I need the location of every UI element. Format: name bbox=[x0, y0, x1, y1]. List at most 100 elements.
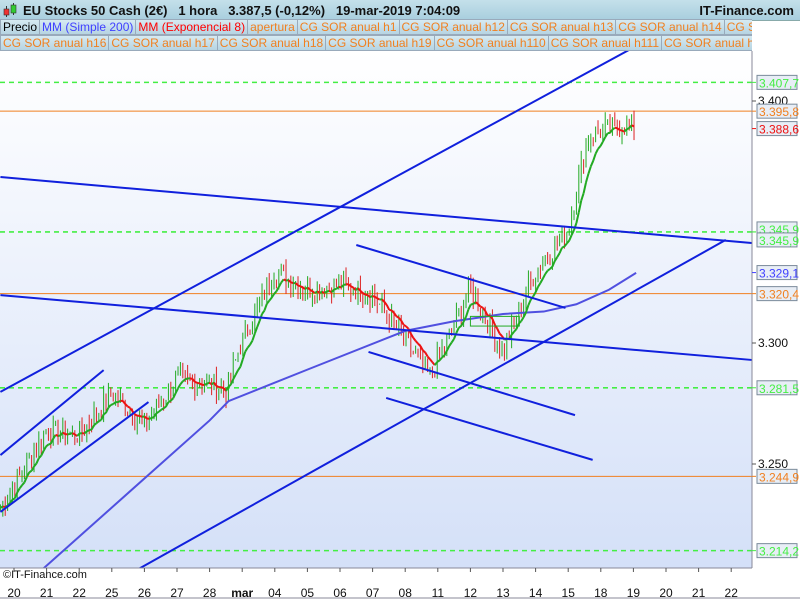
ema8-segment bbox=[352, 286, 357, 291]
ema8-segment bbox=[582, 182, 587, 194]
ema8-segment bbox=[319, 291, 323, 294]
ema8-segment bbox=[558, 247, 563, 254]
ema8-segment bbox=[229, 378, 235, 386]
legend-item[interactable]: MM (Simple 200) bbox=[39, 19, 137, 35]
ema8-segment bbox=[83, 430, 88, 435]
ema8-segment bbox=[493, 324, 499, 330]
legend-item[interactable]: CG SOR anual h16 bbox=[0, 35, 110, 51]
legend-row-1: Precio MM (Simple 200) MM (Exponencial 8) a… bbox=[0, 19, 752, 35]
legend-item[interactable]: MM (Exponencial 8) bbox=[135, 19, 249, 35]
ema8-segment bbox=[374, 295, 378, 300]
legend-item[interactable]: Precio bbox=[0, 19, 41, 35]
ema8-segment bbox=[16, 487, 21, 494]
ema8-segment bbox=[261, 310, 266, 315]
x-tick-label: 13 bbox=[496, 586, 510, 600]
legend-item[interactable]: CG SOR anual h18 bbox=[216, 35, 327, 51]
ema8-segment bbox=[372, 295, 376, 298]
x-tick-label: 08 bbox=[399, 586, 413, 600]
ema8-segment bbox=[25, 471, 31, 478]
legend-item[interactable]: CG SOR anual h110 bbox=[433, 35, 549, 51]
ema8-segment bbox=[520, 316, 525, 322]
ema8-segment bbox=[93, 422, 98, 426]
legend-row-2: CG SOR anual h16 CG SOR anual h17 CG SOR a… bbox=[0, 35, 752, 51]
ema8-segment bbox=[455, 327, 460, 334]
trendline bbox=[0, 175, 752, 245]
x-tick-label: 12 bbox=[464, 586, 478, 600]
x-tick-label: 18 bbox=[594, 586, 608, 600]
ema8-segment bbox=[628, 124, 633, 129]
ema8-segment bbox=[71, 432, 76, 436]
ema8-segment bbox=[426, 355, 431, 360]
legend-item[interactable]: CG SOR anual h111 bbox=[547, 35, 663, 51]
ema8-segment bbox=[155, 410, 160, 415]
ema8-segment bbox=[438, 356, 443, 362]
site-name: IT-Finance.com bbox=[699, 3, 794, 18]
ema8-segment bbox=[239, 358, 244, 368]
ema8-segment bbox=[400, 320, 405, 326]
ema8-segment bbox=[496, 328, 501, 334]
ema8-segment bbox=[537, 282, 542, 288]
ema8-segment bbox=[237, 366, 242, 371]
ema8-segment bbox=[122, 400, 127, 405]
ema8-segment bbox=[316, 290, 321, 294]
x-tick-label: 26 bbox=[138, 586, 152, 600]
ema8-segment bbox=[522, 311, 527, 318]
level-label: 3.388,6 bbox=[759, 123, 799, 137]
ema8-segment bbox=[174, 387, 179, 394]
ema8-segment bbox=[62, 431, 66, 435]
ema8-segment bbox=[532, 291, 537, 297]
legend-item[interactable]: CG SOR anual h19 bbox=[325, 35, 435, 51]
legend-item[interactable]: apertura bbox=[247, 19, 298, 35]
ema8-segment bbox=[9, 499, 14, 504]
ema8-segment bbox=[321, 291, 325, 294]
level-label-box bbox=[756, 380, 798, 396]
x-tick-label: 28 bbox=[203, 586, 217, 600]
ema8-segment bbox=[343, 283, 347, 286]
ema8-segment bbox=[280, 278, 285, 284]
ema8-segment bbox=[577, 200, 583, 213]
ema8-segment bbox=[409, 333, 415, 339]
legend-item[interactable]: CG SOR anual h1 bbox=[296, 19, 400, 35]
x-tick-label: 21 bbox=[40, 586, 54, 600]
ema8-segment bbox=[323, 290, 328, 294]
ema8-segment bbox=[18, 484, 23, 490]
ema8-segment bbox=[570, 229, 575, 236]
ema8-segment bbox=[414, 340, 419, 345]
ema8-segment bbox=[544, 270, 549, 275]
legend-item[interactable]: CG SOR anual h15 bbox=[723, 19, 752, 35]
x-axis-area bbox=[0, 569, 800, 600]
ema8-segment bbox=[163, 405, 167, 410]
x-tick-label: 25 bbox=[105, 586, 119, 600]
ema8-segment bbox=[124, 403, 129, 408]
x-tick-label: 15 bbox=[562, 586, 576, 600]
ema8-segment bbox=[208, 381, 213, 386]
ema8-segment bbox=[434, 361, 439, 366]
ema8-segment bbox=[601, 136, 607, 143]
ema8-segment bbox=[484, 310, 489, 316]
ema8-segment bbox=[98, 419, 102, 422]
ema8-segment bbox=[215, 385, 220, 389]
legend-item[interactable]: CG SOR anual h13 bbox=[506, 19, 617, 35]
trendline bbox=[385, 396, 593, 461]
x-tick-label: 19 bbox=[627, 586, 641, 600]
ema8-segment bbox=[364, 293, 368, 297]
ema8-segment bbox=[179, 380, 184, 385]
legend-item[interactable]: CG SOR anual h112 bbox=[661, 35, 752, 51]
ema8-segment bbox=[369, 295, 373, 299]
ema8-segment bbox=[479, 305, 484, 309]
legend-item[interactable]: CG SOR anual h17 bbox=[108, 35, 218, 51]
ema8-segment bbox=[95, 420, 100, 424]
ema8-segment bbox=[362, 292, 366, 296]
ema8-segment bbox=[100, 414, 105, 421]
legend-item[interactable]: CG SOR anual h14 bbox=[615, 19, 725, 35]
ema8-segment bbox=[167, 399, 172, 403]
ema8-segment bbox=[227, 383, 232, 388]
ema8-segment bbox=[13, 492, 19, 499]
legend-item[interactable]: CG SOR anual h12 bbox=[398, 19, 508, 35]
ema8-segment bbox=[398, 317, 402, 322]
trendline bbox=[138, 239, 727, 568]
ema8-segment bbox=[21, 481, 26, 486]
ema8-segment bbox=[290, 281, 294, 285]
ema8-segment bbox=[556, 252, 561, 258]
ema8-segment bbox=[350, 285, 354, 289]
